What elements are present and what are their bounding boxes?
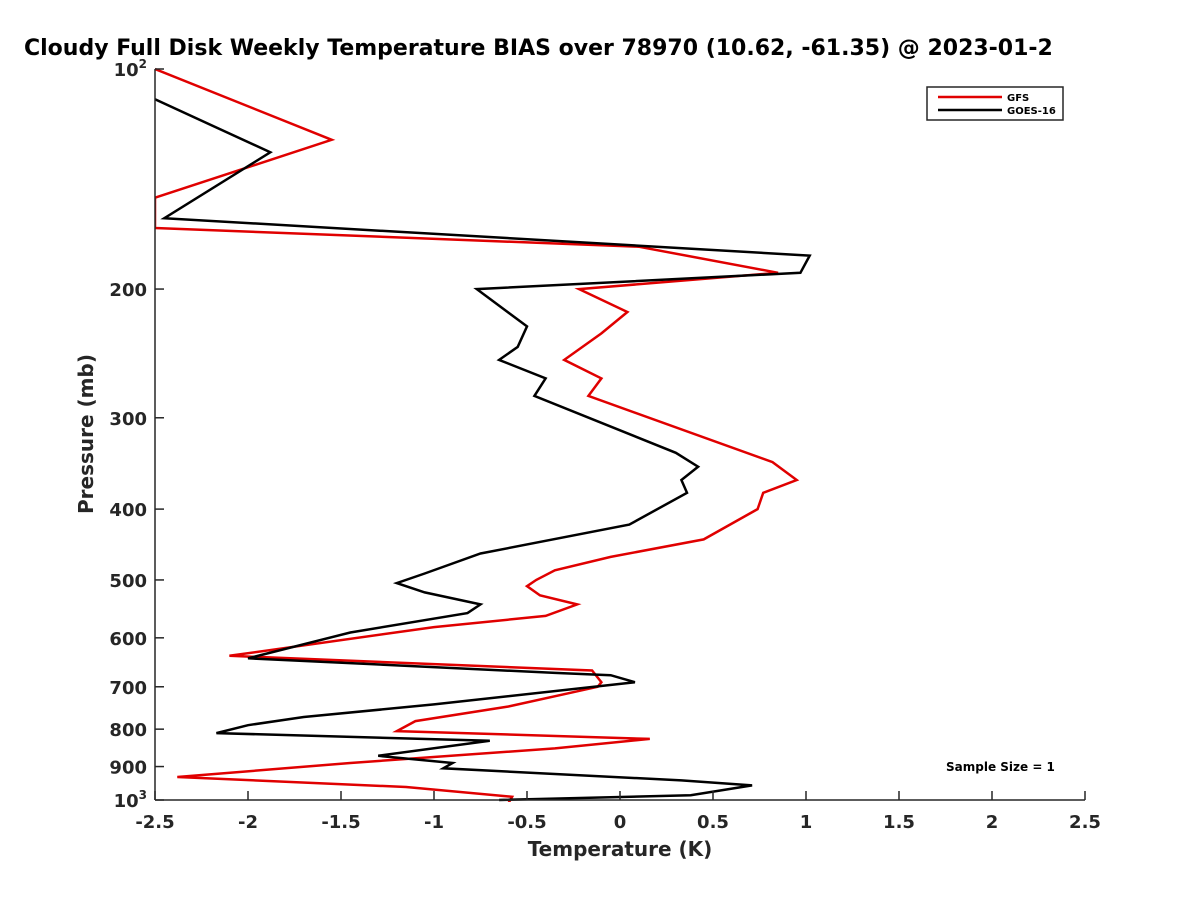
- x-axis-label: Temperature (K): [528, 837, 713, 861]
- chart-title: Cloudy Full Disk Weekly Temperature BIAS…: [24, 36, 1053, 61]
- x-tick-label: -1.5: [321, 812, 360, 833]
- y-tick-label: 900: [109, 758, 147, 779]
- sample-size-annotation: Sample Size = 1: [946, 760, 1055, 774]
- x-tick-label: -2.5: [135, 812, 174, 833]
- legend-label-gfs: GFS: [1007, 93, 1029, 104]
- y-tick-label: 102: [114, 57, 147, 81]
- y-tick-label: 200: [109, 280, 147, 301]
- plot-area: [155, 67, 812, 802]
- x-tick-label: 2.5: [1069, 812, 1101, 833]
- series-line-gfs: [155, 67, 800, 802]
- x-tick-label: -2: [238, 812, 258, 833]
- series-line-goes16: [155, 98, 812, 802]
- legend: GFS GOES-16: [926, 86, 1064, 121]
- y-tick-label: 800: [109, 720, 147, 741]
- x-tick-label: 0: [614, 812, 627, 833]
- axes: -2.5 -2 -1.5 -1 -0.5 0 0.5 1 1.5 2 2.5 102 200 300 400…: [109, 57, 1101, 833]
- y-axis-label: Pressure (mb): [74, 354, 98, 514]
- y-tick-label: 500: [109, 571, 147, 592]
- legend-box: [926, 86, 1064, 121]
- x-tick-label: -0.5: [507, 812, 546, 833]
- x-tick-label: 0.5: [697, 812, 729, 833]
- legend-label-goes16: GOES-16: [1007, 106, 1056, 117]
- x-tick-label: 2: [986, 812, 999, 833]
- y-tick-label: 103: [114, 788, 147, 812]
- y-tick-label: 300: [109, 409, 147, 430]
- x-tick-label: 1: [800, 812, 813, 833]
- x-tick-label: 1.5: [883, 812, 915, 833]
- x-tick-label: -1: [424, 812, 444, 833]
- y-tick-label: 400: [109, 500, 147, 521]
- y-tick-label: 600: [109, 629, 147, 650]
- y-tick-label: 700: [109, 678, 147, 699]
